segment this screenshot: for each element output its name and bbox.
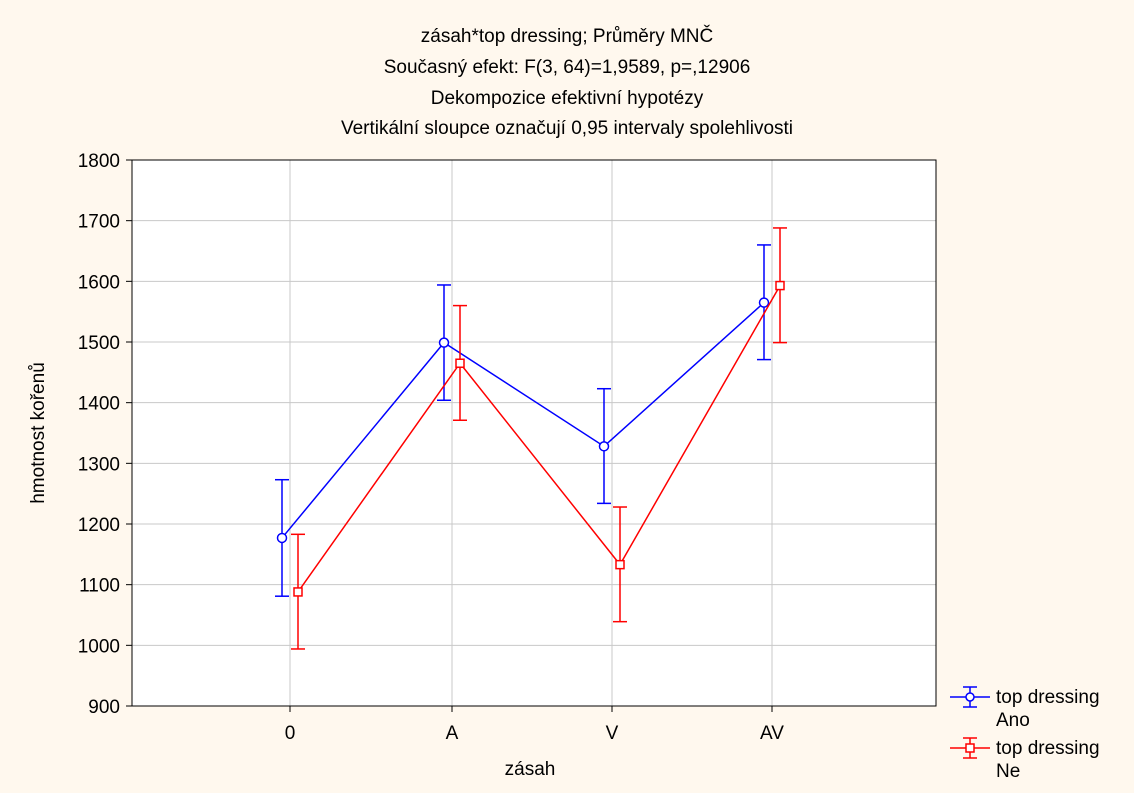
x-tick-label: V xyxy=(606,723,619,744)
y-tick-label: 1500 xyxy=(78,333,120,354)
data-point xyxy=(293,587,303,597)
y-tick-label: 1300 xyxy=(78,454,120,475)
data-point xyxy=(438,337,450,348)
plot-area xyxy=(132,160,936,706)
data-point xyxy=(615,559,625,570)
y-tick-label: 1000 xyxy=(78,636,120,657)
x-tick-label: A xyxy=(446,723,459,744)
series-ne xyxy=(291,227,787,650)
x-axis: 0 A V AV xyxy=(285,706,784,744)
legend-marker xyxy=(965,743,975,753)
legend-label-line1: top dressing xyxy=(996,738,1100,759)
data-point xyxy=(775,280,785,291)
chart-title-line-4: Vertikální sloupce označují 0,95 interva… xyxy=(340,118,794,139)
legend-label-line2: Ano xyxy=(996,710,1030,731)
x-axis-title: zásah xyxy=(505,759,556,780)
series-group xyxy=(275,227,787,650)
data-point xyxy=(598,441,610,452)
chart-title-line-1: zásah*top dressing; Průměry MNČ xyxy=(420,26,714,47)
series-line xyxy=(297,285,781,593)
legend-label-line2: Ne xyxy=(996,761,1020,782)
plot-frame xyxy=(131,159,937,707)
y-tick-label: 1100 xyxy=(79,576,120,597)
y-axis: 900 1000 1100 1200 1300 1400 1500 1600 1700 1800 xyxy=(78,151,132,718)
legend-marker xyxy=(965,692,975,702)
data-point xyxy=(455,358,465,368)
chart-title-line-3: Dekompozice efektivní hypotézy xyxy=(430,88,704,109)
y-tick-label: 1400 xyxy=(78,394,120,415)
grid xyxy=(132,160,936,706)
x-tick-label: AV xyxy=(760,723,784,744)
y-tick-label: 1600 xyxy=(78,272,120,293)
y-tick-label: 900 xyxy=(88,697,120,718)
y-tick-label: 1700 xyxy=(78,212,120,233)
chart-title-line-2: Současný efekt: F(3, 64)=1,9589, p=,1290… xyxy=(383,57,751,78)
data-point xyxy=(758,297,770,308)
x-tick-label: 0 xyxy=(285,723,296,744)
y-axis-title: hmotnost kořenů xyxy=(28,362,49,504)
series-line xyxy=(281,302,765,539)
legend-label-line1: top dressing xyxy=(996,687,1100,708)
y-tick-label: 1800 xyxy=(78,151,120,172)
y-tick-label: 1200 xyxy=(78,515,120,536)
data-point xyxy=(276,532,288,544)
series-ano xyxy=(275,244,771,597)
